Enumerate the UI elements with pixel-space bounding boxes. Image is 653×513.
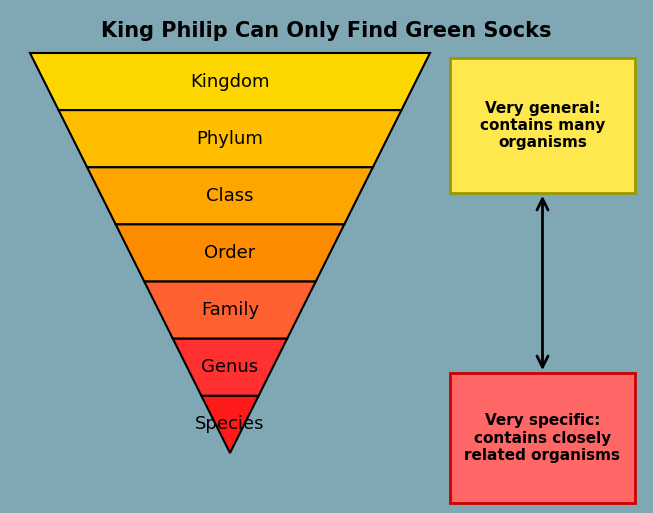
FancyBboxPatch shape — [450, 373, 635, 503]
Text: Class: Class — [206, 187, 254, 205]
Text: Phylum: Phylum — [197, 130, 263, 148]
FancyBboxPatch shape — [450, 58, 635, 193]
Text: Order: Order — [204, 244, 255, 262]
Polygon shape — [87, 167, 373, 224]
Polygon shape — [30, 53, 430, 110]
Text: Very general:
contains many
organisms: Very general: contains many organisms — [480, 101, 605, 150]
Text: King Philip Can Only Find Green Socks: King Philip Can Only Find Green Socks — [101, 21, 551, 41]
Text: Very specific:
contains closely
related organisms: Very specific: contains closely related … — [464, 413, 620, 463]
Polygon shape — [144, 282, 315, 339]
Polygon shape — [59, 110, 402, 167]
Text: Family: Family — [201, 301, 259, 319]
Text: Species: Species — [195, 416, 264, 433]
Text: Kingdom: Kingdom — [190, 72, 270, 91]
Polygon shape — [201, 396, 259, 453]
Polygon shape — [116, 224, 344, 282]
Text: Genus: Genus — [201, 358, 259, 377]
Polygon shape — [173, 339, 287, 396]
